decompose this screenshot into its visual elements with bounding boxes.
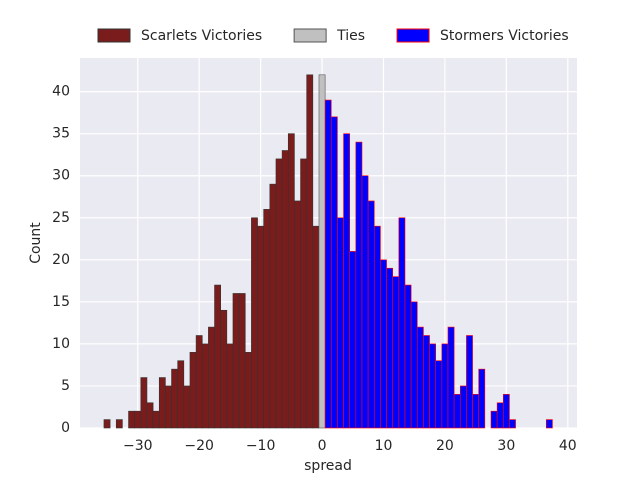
bar [373, 225, 381, 429]
bar [410, 301, 418, 429]
x-tick-label: −20 [184, 438, 214, 454]
bar [183, 385, 191, 429]
bar [251, 217, 258, 429]
bar [306, 74, 314, 429]
bar [478, 368, 486, 429]
bar [380, 259, 387, 429]
bar [195, 335, 203, 429]
bar [435, 360, 443, 429]
bar [459, 385, 467, 429]
bar [269, 183, 277, 429]
bar [238, 293, 246, 429]
bar [441, 343, 449, 429]
x-tick-label: 0 [318, 438, 327, 454]
bar [416, 326, 424, 429]
bar [300, 158, 307, 429]
legend-swatch [293, 28, 327, 43]
bar [177, 360, 185, 429]
bar [275, 158, 283, 429]
legend-swatch [97, 28, 131, 43]
bar [367, 200, 375, 429]
bar [128, 410, 135, 429]
bar [281, 150, 289, 429]
y-tick-label: 20 [52, 252, 70, 268]
bar [134, 410, 142, 429]
bar [386, 267, 393, 429]
y-tick-label: 15 [52, 294, 70, 310]
bar [244, 352, 252, 429]
x-tick-label: 20 [436, 438, 454, 454]
legend-label: Ties [336, 28, 365, 44]
bar [115, 419, 123, 429]
bar [330, 116, 338, 429]
legend-label: Scarlets Victories [141, 28, 262, 44]
bar [220, 309, 228, 429]
bar [214, 284, 221, 429]
x-tick-label: 30 [497, 438, 515, 454]
bar [496, 402, 504, 429]
bar [398, 217, 406, 429]
bar [429, 343, 437, 429]
bar [502, 394, 510, 429]
x-axis-label: spread [304, 458, 352, 474]
bar [165, 385, 172, 429]
bar [337, 217, 344, 429]
bar [509, 419, 516, 429]
bar [343, 133, 350, 429]
bar [355, 141, 363, 429]
bar [404, 284, 412, 429]
x-tick-label: 10 [375, 438, 393, 454]
bar [361, 175, 369, 429]
bar [312, 225, 320, 429]
bar [201, 343, 209, 429]
x-tick-label: −10 [246, 438, 276, 454]
x-tick-label: −30 [123, 438, 153, 454]
bar [189, 352, 197, 429]
y-tick-label: 35 [52, 126, 70, 142]
y-tick-label: 40 [52, 84, 70, 100]
bar [447, 326, 455, 429]
bar [392, 276, 400, 429]
bar [453, 394, 461, 429]
bar [171, 368, 178, 429]
y-tick-label: 30 [52, 168, 70, 184]
bar [208, 326, 215, 429]
bar [152, 410, 160, 429]
bar [257, 225, 264, 429]
y-tick-label: 10 [52, 336, 70, 352]
bar [490, 410, 498, 429]
bar [140, 377, 148, 429]
bar [472, 394, 480, 429]
bar [466, 335, 473, 429]
bar [226, 343, 234, 429]
legend-swatch [396, 28, 430, 43]
bar [294, 200, 301, 429]
y-tick-label: 5 [61, 378, 70, 394]
bar [423, 335, 430, 429]
bar [545, 419, 553, 429]
y-axis-label: Count [28, 222, 44, 264]
bar [263, 209, 271, 429]
bar [232, 293, 240, 429]
legend: Scarlets Victories Ties Stormers Victories [97, 28, 569, 44]
bar [146, 402, 154, 429]
x-tick-label: 40 [559, 438, 577, 454]
y-tick-label: 0 [61, 420, 70, 436]
bar [103, 419, 111, 429]
bar [318, 74, 326, 429]
bar [158, 377, 166, 429]
bar [287, 133, 295, 429]
bar [349, 251, 357, 429]
legend-label: Stormers Victories [440, 28, 569, 44]
y-tick-label: 25 [52, 210, 70, 226]
bar [324, 99, 332, 429]
